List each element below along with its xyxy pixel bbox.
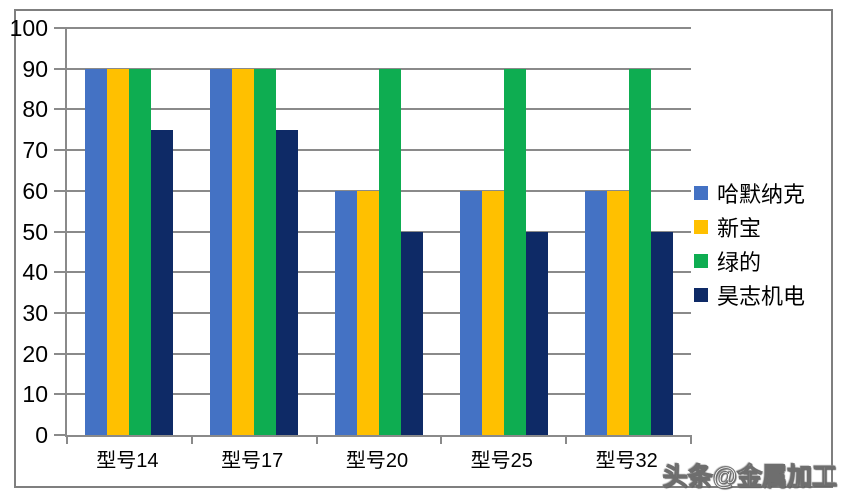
bar-group-5 — [566, 28, 691, 435]
bars-layer — [67, 28, 691, 435]
bar-series3-cat4 — [503, 68, 526, 435]
x-axis-tick — [440, 435, 443, 444]
x-axis-category-label-1: 型号14 — [96, 450, 159, 472]
legend-swatch-2 — [694, 220, 708, 234]
y-axis-tick — [54, 271, 67, 274]
bar-series2-cat2 — [232, 68, 255, 435]
legend-label-2: 新宝 — [717, 216, 762, 241]
y-axis-labels: 0 10 20 30 40 50 60 70 80 90 100 — [0, 15, 56, 448]
bar-series4-cat4 — [525, 231, 548, 435]
y-axis-tick — [54, 311, 67, 314]
bar-series4-cat2 — [276, 129, 299, 435]
legend-item-2: 新宝 — [694, 215, 805, 241]
x-axis-tick — [690, 435, 692, 444]
y-axis-tick — [54, 434, 67, 436]
legend-item-4: 昊志机电 — [694, 283, 805, 309]
x-axis-category-label-3: 型号20 — [345, 450, 409, 472]
bar-group-3 — [317, 28, 442, 435]
x-axis-tick — [565, 435, 568, 444]
y-axis-tick-label: 40 — [22, 259, 48, 286]
bar-group-4 — [441, 28, 566, 435]
bar-series2-cat1 — [107, 68, 130, 435]
x-axis-category-label-4: 型号25 — [470, 450, 533, 472]
y-axis-tick-label: 50 — [22, 218, 48, 245]
bar-series2-cat4 — [481, 190, 504, 435]
bar-group-1 — [67, 28, 192, 435]
y-axis-tick — [54, 230, 67, 233]
bar-series3-cat2 — [254, 68, 277, 435]
watermark-text: 头条@金属加工 — [662, 463, 837, 492]
x-axis-tick — [66, 435, 68, 444]
x-axis-tick — [315, 435, 318, 444]
y-axis-tick-label: 90 — [22, 55, 48, 82]
bar-series4-cat1 — [151, 129, 174, 435]
legend-swatch-3 — [694, 254, 708, 268]
y-axis-tick-label: 0 — [35, 422, 48, 448]
bar-series3-cat3 — [378, 68, 401, 435]
y-axis-tick-label: 30 — [22, 299, 48, 326]
gridline — [67, 27, 691, 29]
bar-series3-cat5 — [628, 68, 651, 435]
legend-swatch-4 — [694, 288, 708, 302]
bar-series2-cat3 — [356, 190, 379, 435]
y-axis-tick-label: 10 — [22, 381, 48, 408]
y-axis-tick — [54, 108, 67, 111]
legend-label-3: 绿的 — [717, 250, 762, 275]
bar-series2-cat5 — [606, 190, 629, 435]
legend-swatch-1 — [694, 186, 708, 200]
bar-series1-cat1 — [85, 68, 108, 435]
y-axis-tick-label: 80 — [22, 96, 48, 123]
bar-series1-cat5 — [584, 190, 607, 435]
y-axis-tick — [54, 189, 67, 192]
y-axis-tick-label: 20 — [22, 340, 48, 367]
bar-series1-cat2 — [210, 68, 233, 435]
bar-series4-cat5 — [650, 231, 673, 435]
legend-label-1: 哈默纳克 — [717, 182, 806, 207]
x-axis-tick — [190, 435, 193, 444]
x-axis-labels: 型号14 型号17 型号20 型号25 型号32 — [65, 444, 689, 473]
y-axis-tick — [54, 67, 67, 70]
legend-item-3: 绿的 — [694, 249, 805, 275]
x-axis-category-label-5: 型号32 — [595, 450, 658, 472]
plot-area — [54, 27, 692, 444]
y-axis-tick — [54, 27, 67, 29]
bar-series4-cat3 — [400, 231, 423, 435]
bar-series1-cat4 — [459, 190, 482, 435]
legend-item-1: 哈默纳克 — [694, 181, 805, 207]
x-axis-category-label-2: 型号17 — [221, 450, 284, 472]
y-axis-tick — [54, 352, 67, 355]
y-axis-tick — [54, 149, 67, 152]
y-axis-tick-label: 60 — [22, 177, 48, 204]
y-axis-tick-label: 70 — [22, 137, 48, 164]
chart-outer-border — [14, 9, 833, 488]
legend-label-4: 昊志机电 — [717, 284, 806, 309]
y-axis-tick-label: 100 — [9, 15, 48, 41]
bar-series1-cat3 — [334, 190, 357, 435]
legend: 哈默纳克新宝绿的昊志机电 — [694, 181, 805, 317]
bar-group-2 — [192, 28, 317, 435]
y-axis-tick — [54, 393, 67, 396]
bar-series3-cat1 — [129, 68, 152, 435]
